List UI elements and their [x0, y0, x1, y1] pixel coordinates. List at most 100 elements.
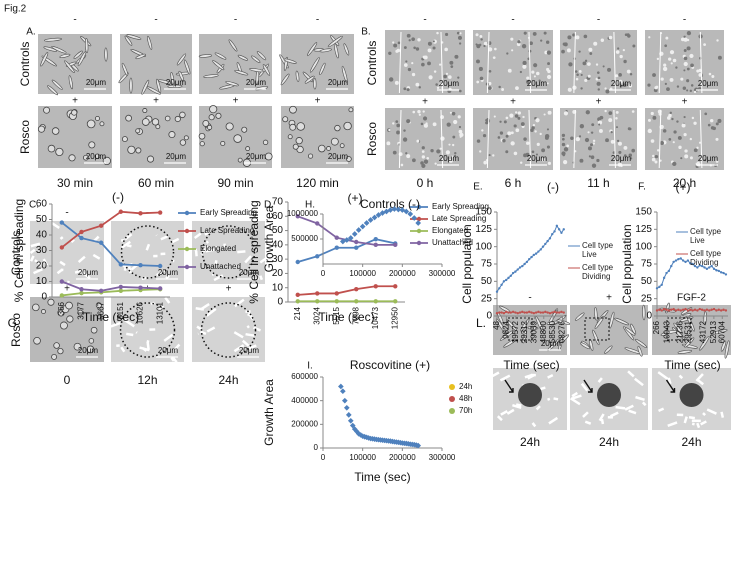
data-point — [354, 245, 359, 250]
panel-label: B. — [361, 27, 370, 38]
cell — [693, 90, 697, 94]
cell — [540, 39, 543, 42]
region-circle — [200, 302, 257, 358]
micrograph-bg — [281, 34, 354, 94]
scale-label: 20μm — [239, 346, 260, 355]
cell — [59, 321, 68, 330]
cell — [637, 345, 643, 357]
micrograph: 20μm — [111, 221, 184, 284]
arrow — [504, 379, 514, 393]
cell — [580, 73, 583, 77]
micrograph: 20μm — [198, 34, 272, 94]
cell — [264, 152, 273, 161]
x-tick-label: 58530 — [548, 320, 557, 343]
cell — [615, 116, 618, 120]
cell — [673, 322, 683, 335]
cell — [618, 150, 622, 154]
data-point — [98, 240, 104, 245]
legend-entry: Cell type Dividing — [582, 263, 613, 281]
cell — [82, 271, 91, 280]
data-point — [693, 308, 697, 311]
y-tick-label: 0 — [646, 311, 652, 322]
scale-label: 20μm — [611, 79, 632, 88]
cell — [517, 116, 521, 120]
cell — [720, 411, 725, 418]
cell — [596, 71, 600, 74]
time-label: 24h — [520, 435, 540, 449]
cell — [436, 149, 441, 154]
cell — [672, 141, 675, 144]
cell — [406, 33, 411, 38]
data-point — [724, 273, 728, 276]
x-tick-label: 29312 — [520, 320, 529, 343]
cell — [47, 85, 59, 96]
cell — [458, 129, 463, 134]
data-point — [157, 286, 163, 291]
x-tick-label: 100000 — [349, 453, 376, 462]
data-point — [548, 312, 552, 315]
x-tick-label: 366 — [57, 301, 66, 315]
cell — [453, 119, 458, 125]
cell — [527, 326, 539, 330]
scale-label: 20μm — [239, 268, 260, 277]
micrograph-bg — [645, 108, 724, 170]
cell — [700, 420, 707, 426]
data-point — [544, 242, 547, 246]
data-point — [708, 266, 711, 269]
data-point — [118, 288, 124, 293]
data-point — [665, 308, 668, 311]
cell — [677, 135, 682, 140]
cell — [430, 148, 434, 153]
cell — [32, 303, 40, 312]
cell — [696, 69, 700, 73]
chart-title: (-) — [547, 180, 559, 194]
time-label: 120 min — [296, 176, 339, 190]
cell — [488, 154, 491, 157]
cell — [596, 81, 601, 86]
cell — [53, 342, 60, 349]
time-label: 20 h — [673, 176, 696, 190]
data-point — [548, 237, 552, 240]
data-point — [514, 311, 517, 314]
cell — [618, 73, 622, 77]
cell — [514, 111, 518, 114]
cell — [411, 72, 416, 77]
x-tick-label: 52913 — [709, 320, 718, 343]
cell — [439, 83, 443, 86]
spheroid — [597, 383, 621, 407]
cell — [522, 115, 525, 119]
cell — [215, 245, 219, 249]
cell — [666, 87, 670, 92]
cell — [575, 35, 580, 40]
cell — [123, 318, 135, 328]
x-tick-label: 300000 — [429, 269, 456, 278]
cell — [505, 116, 509, 120]
x-tick-label: 19572 — [511, 320, 520, 343]
cell — [43, 46, 58, 52]
y-tick-label: 25 — [641, 293, 653, 304]
data-point — [715, 269, 718, 272]
cell — [699, 335, 710, 351]
cell — [167, 84, 183, 89]
cell — [199, 141, 205, 147]
scale-label: 20μm — [246, 152, 267, 161]
cell — [403, 87, 407, 91]
cell — [662, 129, 667, 133]
condition-sign: - — [597, 15, 600, 26]
data-point — [59, 220, 65, 225]
cell — [436, 31, 439, 35]
wound-edge — [528, 31, 532, 94]
data-point — [658, 285, 661, 289]
data-point — [395, 206, 402, 213]
cell — [663, 63, 667, 67]
data-point — [667, 269, 671, 273]
cell — [520, 122, 525, 126]
cell — [546, 74, 552, 80]
data-point — [393, 299, 398, 304]
panel-label: E. — [473, 182, 482, 193]
y-tick-label: 150 — [475, 207, 492, 218]
cell — [427, 48, 432, 53]
y-tick-label: 30 — [36, 245, 48, 256]
data-point — [345, 412, 352, 418]
panel-label: L. — [476, 316, 486, 330]
